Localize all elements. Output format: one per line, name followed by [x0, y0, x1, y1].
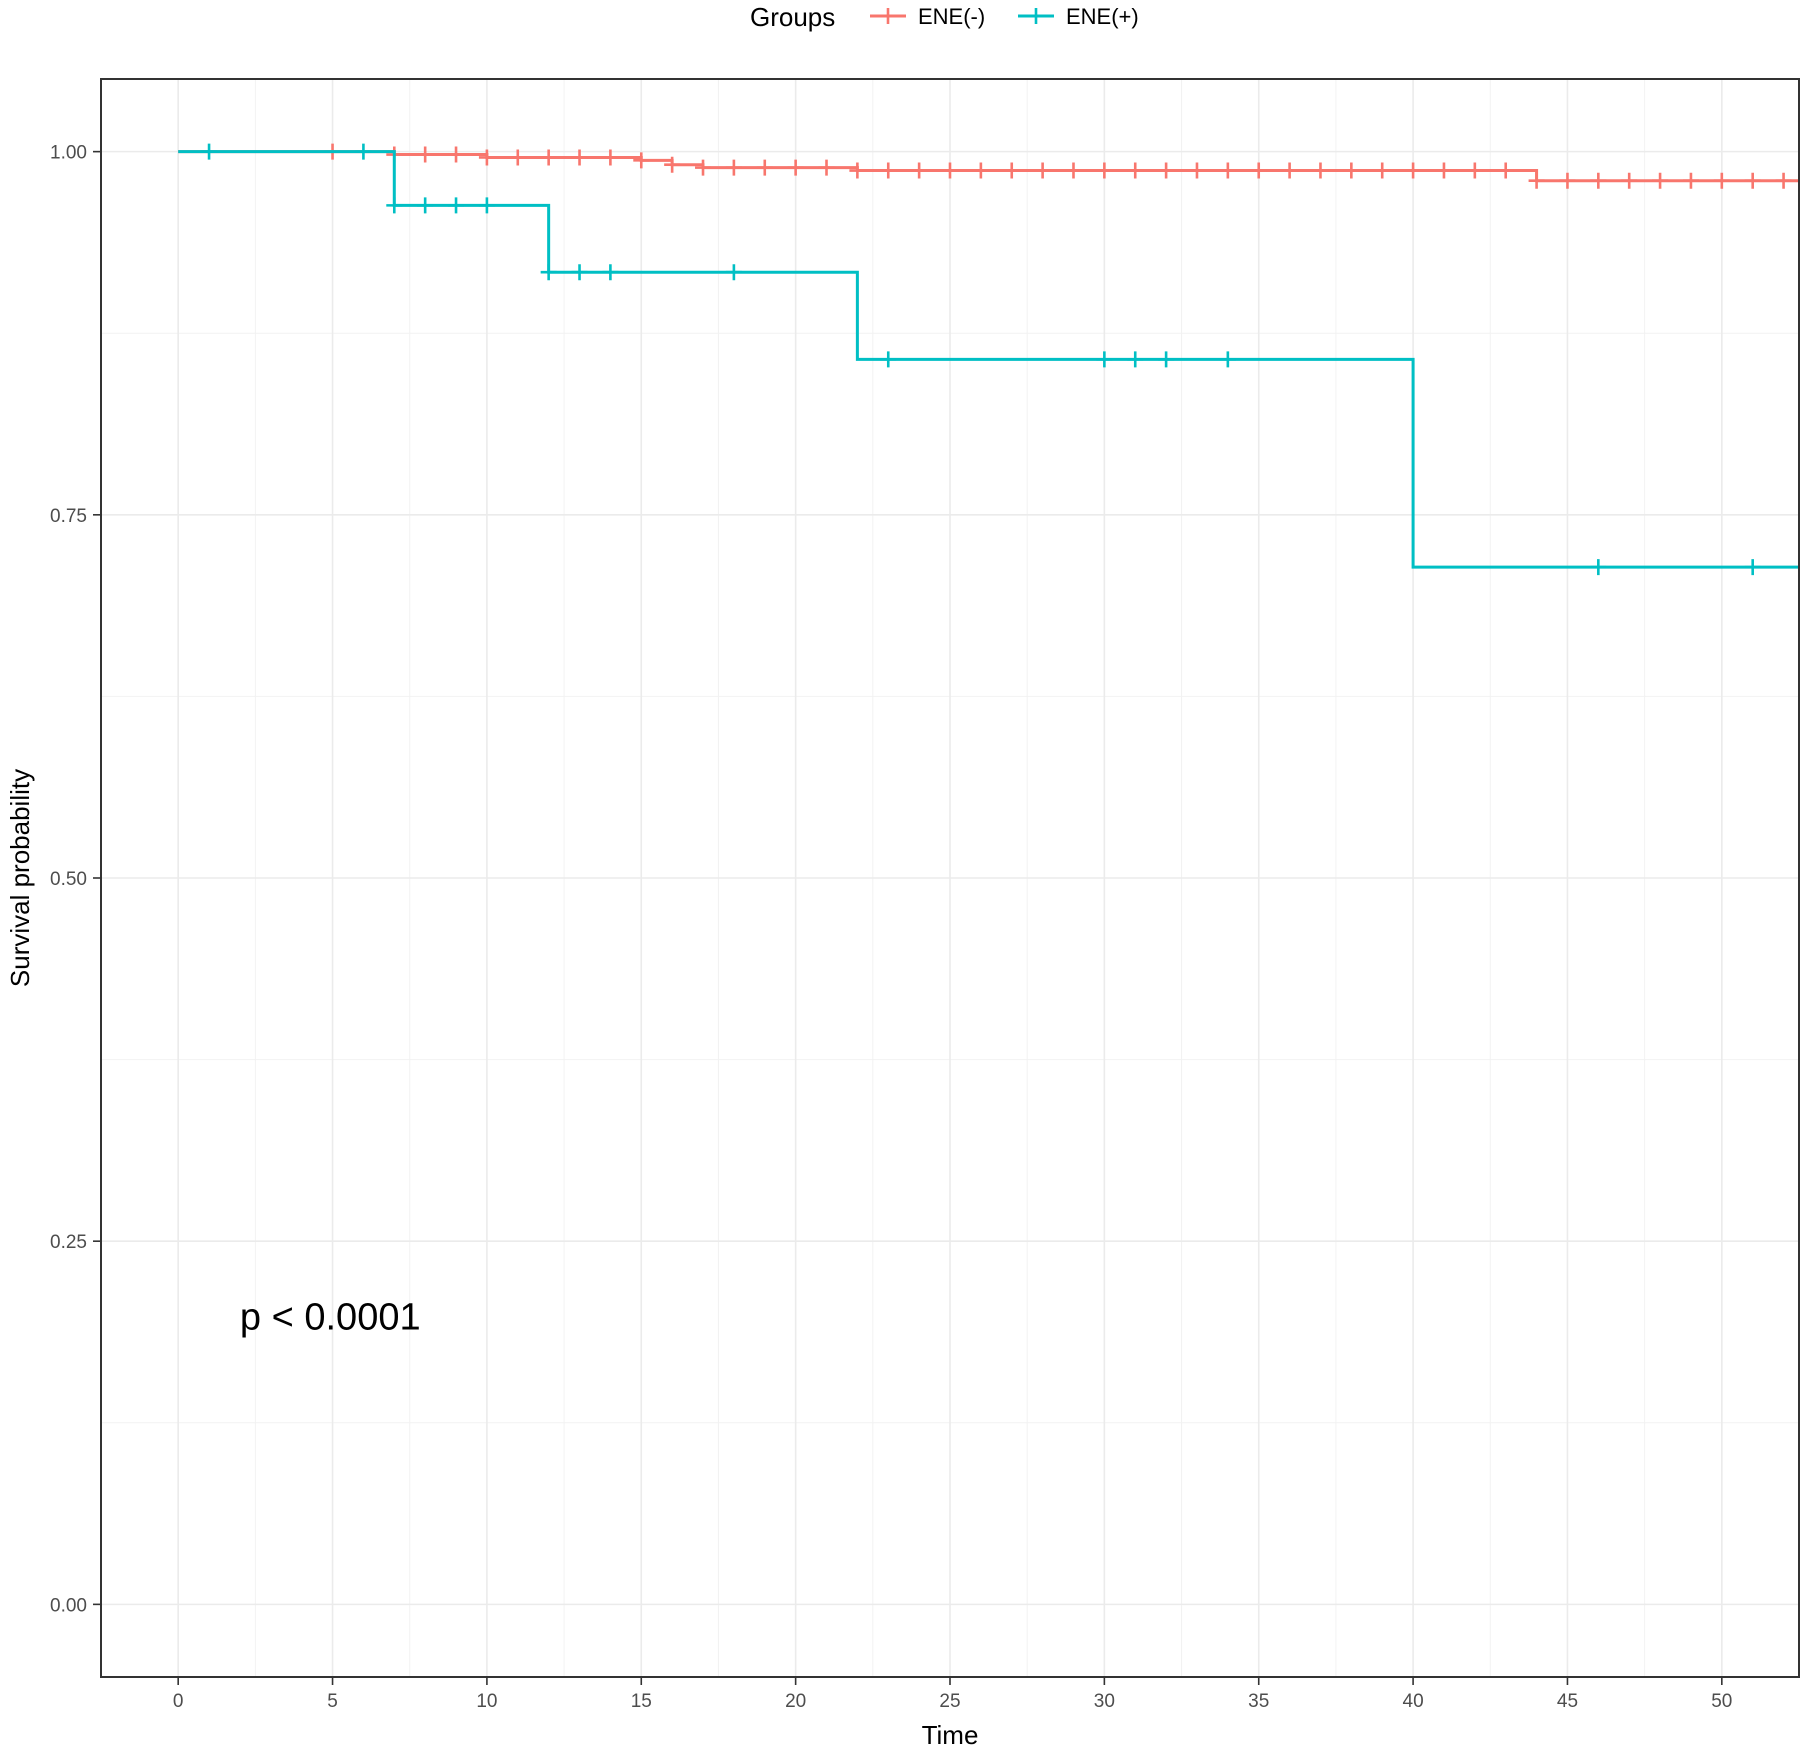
censor-mark — [448, 146, 465, 163]
p-value-annotation: p < 0.0001 — [240, 1297, 421, 1339]
censor-mark — [664, 156, 681, 173]
censor-mark — [880, 162, 897, 179]
annotations: p < 0.0001 — [240, 1297, 421, 1339]
censor-mark — [1466, 162, 1483, 179]
x-axis-title: Time — [922, 1720, 979, 1749]
series-ene-neg — [178, 143, 1799, 189]
legend-item: ENE(-) — [870, 4, 985, 29]
x-tick-label: 30 — [1094, 1691, 1115, 1712]
x-tick-label: 15 — [631, 1691, 652, 1712]
censor-mark — [1127, 162, 1144, 179]
y-tick-label: 0.50 — [50, 869, 87, 890]
censor-mark — [509, 149, 526, 166]
x-tick-label: 40 — [1403, 1691, 1424, 1712]
x-axis: 0 5 10 15 20 25 30 35 40 45 50 — [173, 1677, 1732, 1712]
censor-mark — [849, 162, 866, 179]
censor-mark — [478, 197, 495, 214]
censor-mark — [1219, 162, 1236, 179]
censor-mark — [1219, 351, 1236, 368]
censor-mark — [1559, 172, 1576, 189]
censor-mark — [1096, 162, 1113, 179]
censor-mark — [540, 149, 557, 166]
y-tick-label: 0.25 — [50, 1232, 87, 1253]
censor-mark — [1621, 172, 1638, 189]
censor-mark — [1374, 162, 1391, 179]
censor-mark — [1590, 172, 1607, 189]
censor-mark — [1435, 162, 1452, 179]
legend-label: ENE(+) — [1066, 4, 1139, 29]
censor-mark — [1127, 351, 1144, 368]
y-tick-label: 0.75 — [50, 506, 87, 527]
censor-mark — [571, 149, 588, 166]
censor-mark — [417, 146, 434, 163]
censor-mark — [478, 149, 495, 166]
survival-curve-ene-neg — [178, 150, 1799, 183]
x-tick-label: 5 — [327, 1691, 338, 1712]
censor-mark — [725, 159, 742, 176]
censor-mark — [1497, 162, 1514, 179]
y-axis-title: Survival probability — [5, 769, 35, 987]
censor-mark — [695, 159, 712, 176]
censor-mark — [386, 197, 403, 214]
censor-mark — [201, 143, 218, 160]
censor-mark — [633, 152, 650, 169]
censor-mark — [1312, 162, 1329, 179]
censor-mark — [602, 264, 619, 281]
censor-mark — [725, 264, 742, 281]
x-tick-label: 45 — [1557, 1691, 1578, 1712]
censor-mark — [1405, 162, 1422, 179]
legend-label: ENE(-) — [918, 4, 985, 29]
censor-mark — [756, 159, 773, 176]
censor-mark — [1744, 172, 1761, 189]
censor-mark — [448, 197, 465, 214]
censor-mark — [1528, 172, 1545, 189]
censor-mark — [787, 159, 804, 176]
censor-mark — [1003, 162, 1020, 179]
censor-mark — [1281, 162, 1298, 179]
survival-curve-ene-pos — [178, 150, 1799, 569]
x-tick-label: 35 — [1248, 1691, 1269, 1712]
censor-mark — [942, 162, 958, 179]
censor-mark — [1744, 559, 1761, 576]
x-tick-label: 20 — [785, 1691, 806, 1712]
censor-mark — [1590, 559, 1607, 576]
censor-mark — [1158, 351, 1175, 368]
censor-mark — [880, 351, 897, 368]
censor-mark — [355, 143, 372, 160]
legend-title: Groups — [750, 2, 835, 32]
censor-mark — [818, 159, 835, 176]
legend-item: ENE(+) — [1018, 4, 1139, 29]
censor-mark — [1096, 351, 1113, 368]
censor-mark — [602, 149, 619, 166]
censor-mark — [911, 162, 928, 179]
censor-mark — [972, 162, 989, 179]
censor-mark — [1034, 162, 1051, 179]
censor-mark — [1250, 162, 1267, 179]
censor-mark — [1713, 172, 1730, 189]
censor-mark — [1188, 162, 1205, 179]
x-tick-label: 10 — [476, 1691, 497, 1712]
y-tick-label: 1.00 — [50, 143, 87, 164]
censor-mark — [571, 264, 588, 281]
x-tick-label: 50 — [1711, 1691, 1732, 1712]
grid-major — [101, 79, 1799, 1677]
censor-mark — [417, 197, 434, 214]
censor-mark — [540, 264, 557, 281]
censor-mark — [1065, 162, 1082, 179]
y-tick-label: 0.00 — [50, 1595, 87, 1616]
series-ene-pos — [178, 143, 1799, 576]
legend: Groups ENE(-) ENE(+) — [750, 2, 1139, 32]
censor-mark — [1652, 172, 1669, 189]
series-layer — [178, 143, 1799, 576]
censor-mark — [1682, 172, 1699, 189]
x-tick-label: 0 — [173, 1691, 184, 1712]
y-axis: 0.00 0.25 0.50 0.75 1.00 — [50, 143, 101, 1616]
x-tick-label: 25 — [939, 1691, 960, 1712]
censor-mark — [1343, 162, 1360, 179]
censor-mark — [1158, 162, 1175, 179]
censor-mark — [1775, 172, 1792, 189]
